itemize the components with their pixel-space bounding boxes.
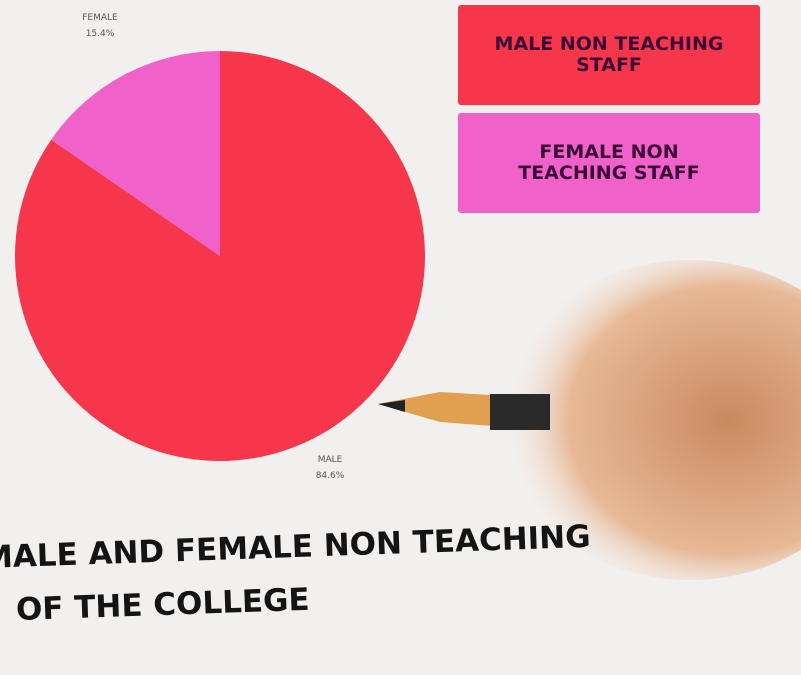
- legend-item: MALE NON TEACHING STAFF: [458, 5, 760, 105]
- slice-value-label: 84.6%: [316, 471, 345, 481]
- page: {"chart_data": {"type": "pie", "title": …: [0, 0, 801, 675]
- slice-value-label: 15.4%: [86, 29, 115, 39]
- slice-label: MALE: [318, 455, 343, 465]
- legend-item: FEMALE NON TEACHING STAFF: [458, 113, 760, 213]
- pencil-grip: [490, 394, 550, 430]
- slice-label: FEMALE: [82, 13, 118, 23]
